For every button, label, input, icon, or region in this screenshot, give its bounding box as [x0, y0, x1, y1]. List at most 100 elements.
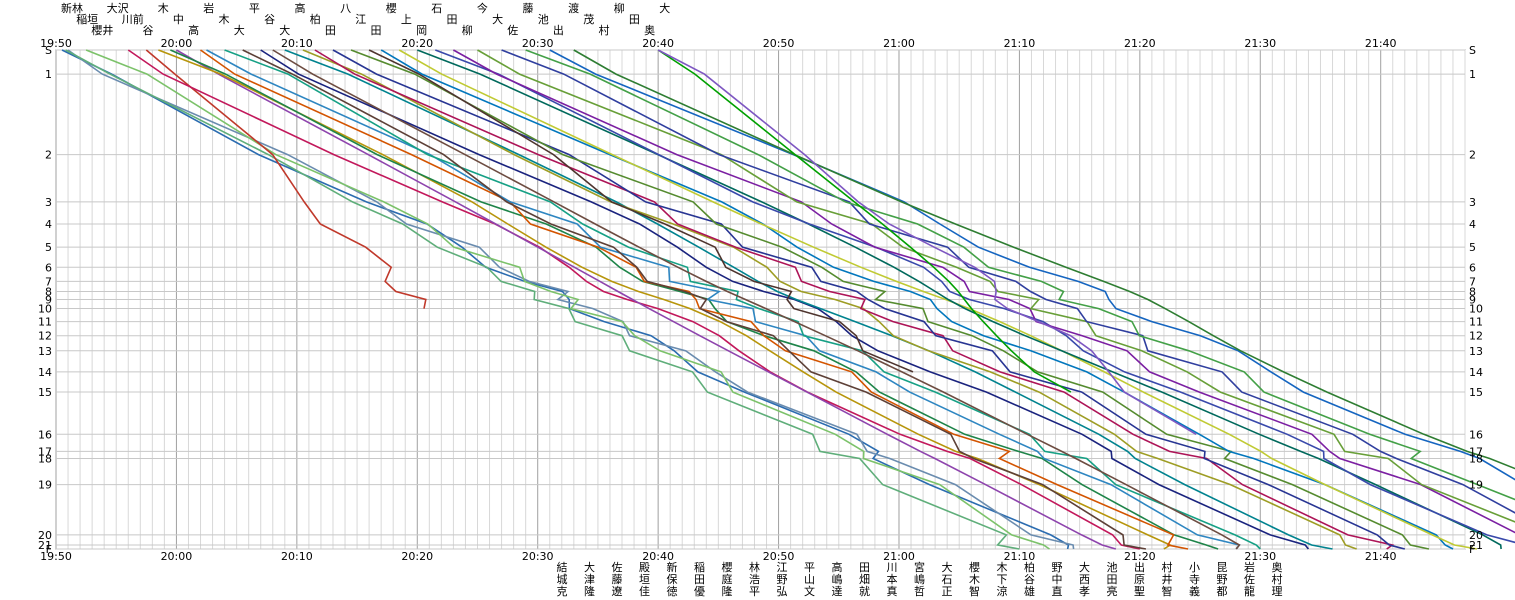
y-tick-label: 14 — [1469, 366, 1483, 379]
x-tick-label: 20:30 — [522, 37, 554, 50]
y-tick-label: S — [1469, 44, 1476, 57]
runner-name-top: 高 — [295, 1, 306, 15]
y-tick-label: S — [45, 44, 52, 57]
runner-name-bottom-char: 木 — [997, 561, 1008, 574]
runner-name-top: 新林 — [61, 1, 83, 15]
runner-name-bottom-char: 庭 — [722, 572, 733, 586]
y-tick-label: 6 — [1469, 261, 1476, 274]
runner-name-top: 茂 — [583, 12, 594, 26]
runner-name-bottom-char: 涼 — [997, 584, 1008, 598]
runner-name-bottom-char: 智 — [1162, 584, 1173, 598]
x-tick-label: 20:20 — [401, 37, 433, 50]
runner-name-bottom-char: 就 — [859, 584, 870, 598]
runner-name-top: 柳 — [462, 23, 473, 37]
runner-name-top: 奥 — [644, 23, 655, 37]
runner-line — [435, 49, 1515, 544]
runner-line — [657, 49, 1072, 393]
runner-name-bottom-char: 大 — [584, 560, 595, 574]
runner-name-top: 八 — [340, 2, 351, 15]
y-tick-label: 21 — [38, 539, 52, 552]
y-tick-label: 6 — [45, 261, 52, 274]
runner-name-bottom-char: 西 — [1079, 573, 1090, 586]
runner-line — [176, 49, 1117, 550]
runner-name-top: 川前 — [122, 12, 144, 26]
runner-name-top: 大 — [279, 23, 290, 37]
runner-name-bottom-char: 出 — [1134, 560, 1145, 574]
y-tick-label: 8 — [45, 285, 52, 298]
runner-name-bottom-char: 山 — [804, 573, 815, 586]
runner-name-bottom-char: 遼 — [612, 584, 623, 598]
runner-line — [284, 49, 1333, 550]
y-tick-label: 13 — [1469, 345, 1483, 358]
runner-name-top: 中 — [173, 13, 184, 26]
runner-line — [398, 49, 1478, 550]
runner-line — [549, 49, 1515, 481]
runner-line — [453, 49, 1515, 534]
runner-line — [380, 49, 1454, 550]
y-tick-label: 9 — [1469, 294, 1476, 307]
y-tick-label: 18 — [1469, 452, 1483, 465]
x-tick-label: 20:40 — [642, 550, 674, 563]
runner-name-top: 木 — [158, 2, 169, 15]
runner-name-bottom-char: 聖 — [1134, 585, 1145, 598]
runner-name-top: 柳 — [614, 1, 625, 15]
runner-name-top: 高 — [188, 23, 199, 37]
y-tick-label: 17 — [38, 445, 52, 458]
runner-name-bottom-char: 亮 — [1107, 584, 1118, 598]
x-tick-label: 21:10 — [1004, 550, 1036, 563]
runner-name-bottom-char: 田 — [694, 573, 705, 586]
runner-name-bottom-char: 文 — [804, 584, 815, 598]
runner-name-bottom-char: 大 — [1079, 560, 1090, 574]
runner-name-bottom-char: 正 — [942, 585, 953, 598]
runner-name-bottom-char: 保 — [667, 572, 678, 586]
y-tick-label: 16 — [1469, 428, 1483, 441]
y-tick-label: 9 — [45, 294, 52, 307]
runner-name-bottom-char: 田 — [859, 561, 870, 574]
runner-name-top: 稲垣 — [76, 13, 98, 26]
runner-name-top: 櫻 — [386, 1, 397, 15]
y-tick-label: 3 — [45, 196, 52, 209]
runner-name-bottom-char: 隆 — [722, 584, 733, 598]
runner-name-bottom-char: 藤 — [612, 573, 623, 586]
x-tick-label: 19:50 — [40, 37, 72, 50]
runner-name-bottom-char: 智 — [969, 584, 980, 598]
series-lines — [61, 49, 1515, 550]
x-tick-label: 20:30 — [522, 550, 554, 563]
runner-name-bottom-char: 中 — [1052, 573, 1063, 586]
y-tick-label: F — [46, 543, 52, 556]
runner-name-bottom-char: 徳 — [667, 585, 678, 598]
x-tick-label: 21:30 — [1244, 37, 1276, 50]
runner-name-bottom-char: 谷 — [1024, 573, 1035, 586]
runner-name-top: 大 — [234, 23, 245, 37]
runner-name-top: 上 — [401, 13, 412, 26]
x-tick-label: 21:30 — [1244, 550, 1276, 563]
y-tick-label: 21 — [1469, 539, 1483, 552]
runner-name-bottom-char: 浩 — [749, 573, 760, 586]
runner-line — [145, 49, 427, 309]
runner-line — [85, 49, 1050, 550]
runner-name-top: 谷 — [264, 13, 275, 26]
y-tick-label: 12 — [38, 330, 52, 343]
runner-name-bottom-char: 林 — [749, 560, 760, 574]
runner-name-bottom-char: 石 — [942, 573, 953, 586]
y-tick-label: 20 — [38, 529, 52, 542]
runner-name-bottom-char: 小 — [1189, 561, 1200, 574]
y-tick-label: 15 — [1469, 386, 1483, 399]
runner-name-bottom-char: 佐 — [1244, 572, 1255, 586]
y-tick-label: 1 — [1469, 68, 1476, 81]
runner-name-bottom-char: 村 — [1272, 572, 1283, 586]
runner-name-top: 柏 — [310, 12, 321, 26]
runner-line — [332, 49, 1405, 550]
y-tick-label: 4 — [45, 218, 52, 231]
runner-name-bottom-char: 哲 — [914, 585, 925, 598]
y-tick-label: 13 — [38, 345, 52, 358]
runner-name-top: 渡 — [568, 1, 579, 15]
runner-name-bottom-char: 柏 — [1024, 560, 1035, 574]
runner-name-bottom-char: 井 — [1162, 572, 1173, 586]
runner-name-top: 大 — [492, 12, 503, 26]
runner-name-bottom-char: 櫻 — [722, 560, 733, 574]
x-tick-label: 21:40 — [1365, 550, 1397, 563]
runner-name-bottom-char: 田 — [1107, 573, 1118, 586]
